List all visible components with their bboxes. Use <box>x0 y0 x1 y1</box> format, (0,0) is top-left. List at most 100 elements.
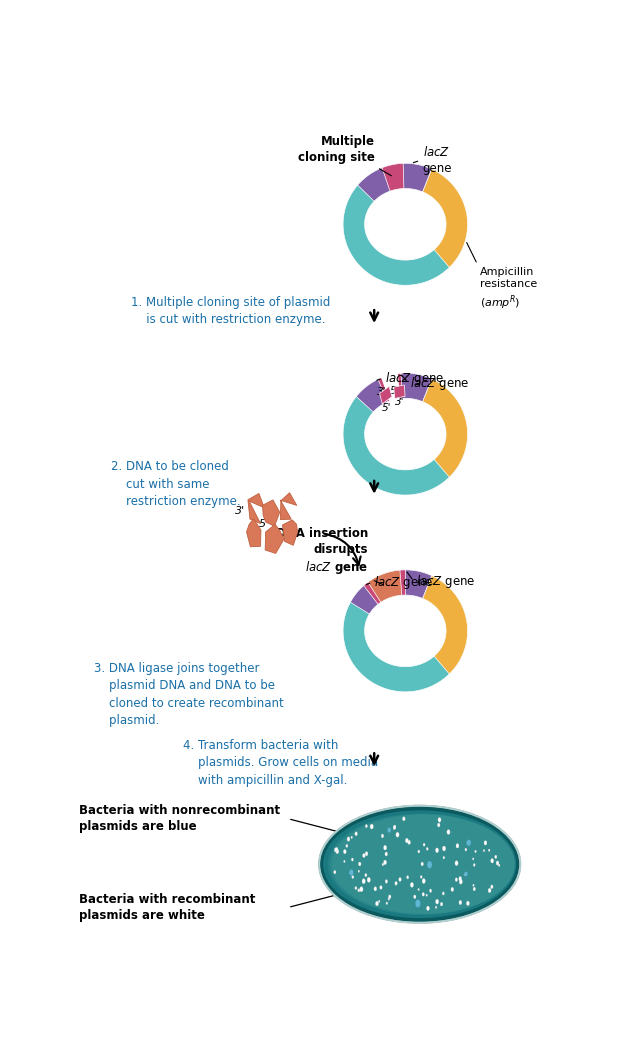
Polygon shape <box>343 570 468 692</box>
Ellipse shape <box>358 862 361 866</box>
Ellipse shape <box>374 887 377 891</box>
Ellipse shape <box>319 806 520 923</box>
Polygon shape <box>400 570 405 596</box>
Ellipse shape <box>467 842 468 844</box>
Ellipse shape <box>363 853 365 857</box>
Ellipse shape <box>467 840 471 846</box>
Ellipse shape <box>455 861 458 866</box>
Text: Bacteria with nonrecombinant
plasmids are blue: Bacteria with nonrecombinant plasmids ar… <box>78 804 280 833</box>
Ellipse shape <box>378 900 380 903</box>
Ellipse shape <box>370 824 373 829</box>
Polygon shape <box>402 570 431 599</box>
Polygon shape <box>358 164 431 202</box>
Ellipse shape <box>376 901 379 906</box>
Ellipse shape <box>365 825 368 828</box>
Polygon shape <box>423 576 468 674</box>
Ellipse shape <box>420 875 422 879</box>
Ellipse shape <box>483 849 485 852</box>
Ellipse shape <box>473 887 475 891</box>
Ellipse shape <box>379 886 382 889</box>
Ellipse shape <box>438 817 441 823</box>
Ellipse shape <box>422 879 425 884</box>
Ellipse shape <box>447 830 450 834</box>
Ellipse shape <box>440 902 442 906</box>
Polygon shape <box>379 386 392 403</box>
Text: Multiple
cloning site: Multiple cloning site <box>298 135 375 164</box>
Ellipse shape <box>328 813 514 916</box>
Ellipse shape <box>473 884 474 886</box>
Ellipse shape <box>426 894 428 897</box>
Ellipse shape <box>455 878 457 882</box>
Text: 2. DNA to be cloned
    cut with same
    restriction enzyme.: 2. DNA to be cloned cut with same restri… <box>111 460 240 508</box>
Polygon shape <box>281 493 297 520</box>
Text: 5': 5' <box>390 386 399 396</box>
Ellipse shape <box>389 894 391 899</box>
Ellipse shape <box>393 826 396 830</box>
Ellipse shape <box>396 832 399 837</box>
Ellipse shape <box>473 864 475 866</box>
Ellipse shape <box>456 844 459 848</box>
Ellipse shape <box>484 841 487 845</box>
Ellipse shape <box>436 900 439 904</box>
Ellipse shape <box>365 873 367 876</box>
Ellipse shape <box>349 869 353 875</box>
Polygon shape <box>365 570 403 603</box>
Text: 4. Transform bacteria with
    plasmids. Grow cells on media
    with ampicillin: 4. Transform bacteria with plasmids. Gro… <box>183 739 378 787</box>
Ellipse shape <box>498 864 500 867</box>
Ellipse shape <box>334 848 337 852</box>
Text: 5': 5' <box>258 518 268 528</box>
Polygon shape <box>350 584 379 614</box>
Ellipse shape <box>405 838 408 843</box>
Polygon shape <box>247 518 261 547</box>
Ellipse shape <box>395 882 397 885</box>
Ellipse shape <box>344 849 346 854</box>
Ellipse shape <box>323 810 516 918</box>
Polygon shape <box>356 378 389 412</box>
Ellipse shape <box>352 875 354 879</box>
Ellipse shape <box>351 836 352 838</box>
Ellipse shape <box>384 860 387 865</box>
Ellipse shape <box>358 889 360 892</box>
Text: Bacteria with recombinant
plasmids are white: Bacteria with recombinant plasmids are w… <box>78 892 255 922</box>
Ellipse shape <box>488 888 491 892</box>
Ellipse shape <box>427 861 432 868</box>
Polygon shape <box>343 164 468 285</box>
Ellipse shape <box>443 856 445 859</box>
Polygon shape <box>398 373 431 401</box>
Ellipse shape <box>367 878 370 883</box>
Polygon shape <box>381 371 400 403</box>
Ellipse shape <box>408 841 410 845</box>
Polygon shape <box>282 520 298 545</box>
Ellipse shape <box>438 823 440 827</box>
Ellipse shape <box>430 889 432 892</box>
Polygon shape <box>265 525 284 553</box>
Ellipse shape <box>423 843 425 846</box>
Ellipse shape <box>365 851 368 855</box>
Polygon shape <box>363 582 381 604</box>
Ellipse shape <box>418 888 420 890</box>
Ellipse shape <box>496 861 499 865</box>
Ellipse shape <box>459 901 462 905</box>
Ellipse shape <box>426 906 430 910</box>
Ellipse shape <box>358 870 360 872</box>
Polygon shape <box>248 493 265 524</box>
Ellipse shape <box>344 861 345 863</box>
Ellipse shape <box>418 850 420 853</box>
Ellipse shape <box>336 847 338 851</box>
Ellipse shape <box>334 870 336 874</box>
Text: 3. DNA ligase joins together
    plasmid DNA and DNA to be
    cloned to create : 3. DNA ligase joins together plasmid DNA… <box>94 662 284 728</box>
Ellipse shape <box>459 876 462 881</box>
Ellipse shape <box>385 852 387 856</box>
Ellipse shape <box>355 886 357 889</box>
Ellipse shape <box>442 892 444 895</box>
Ellipse shape <box>360 887 363 891</box>
Ellipse shape <box>382 863 384 866</box>
Text: 3': 3' <box>377 386 386 397</box>
Ellipse shape <box>329 814 515 914</box>
Text: 3': 3' <box>396 397 405 407</box>
Polygon shape <box>423 379 468 477</box>
Ellipse shape <box>467 901 470 906</box>
Text: $\it{lacZ}$ gene: $\it{lacZ}$ gene <box>385 370 444 386</box>
Ellipse shape <box>472 857 474 860</box>
Polygon shape <box>394 385 405 398</box>
